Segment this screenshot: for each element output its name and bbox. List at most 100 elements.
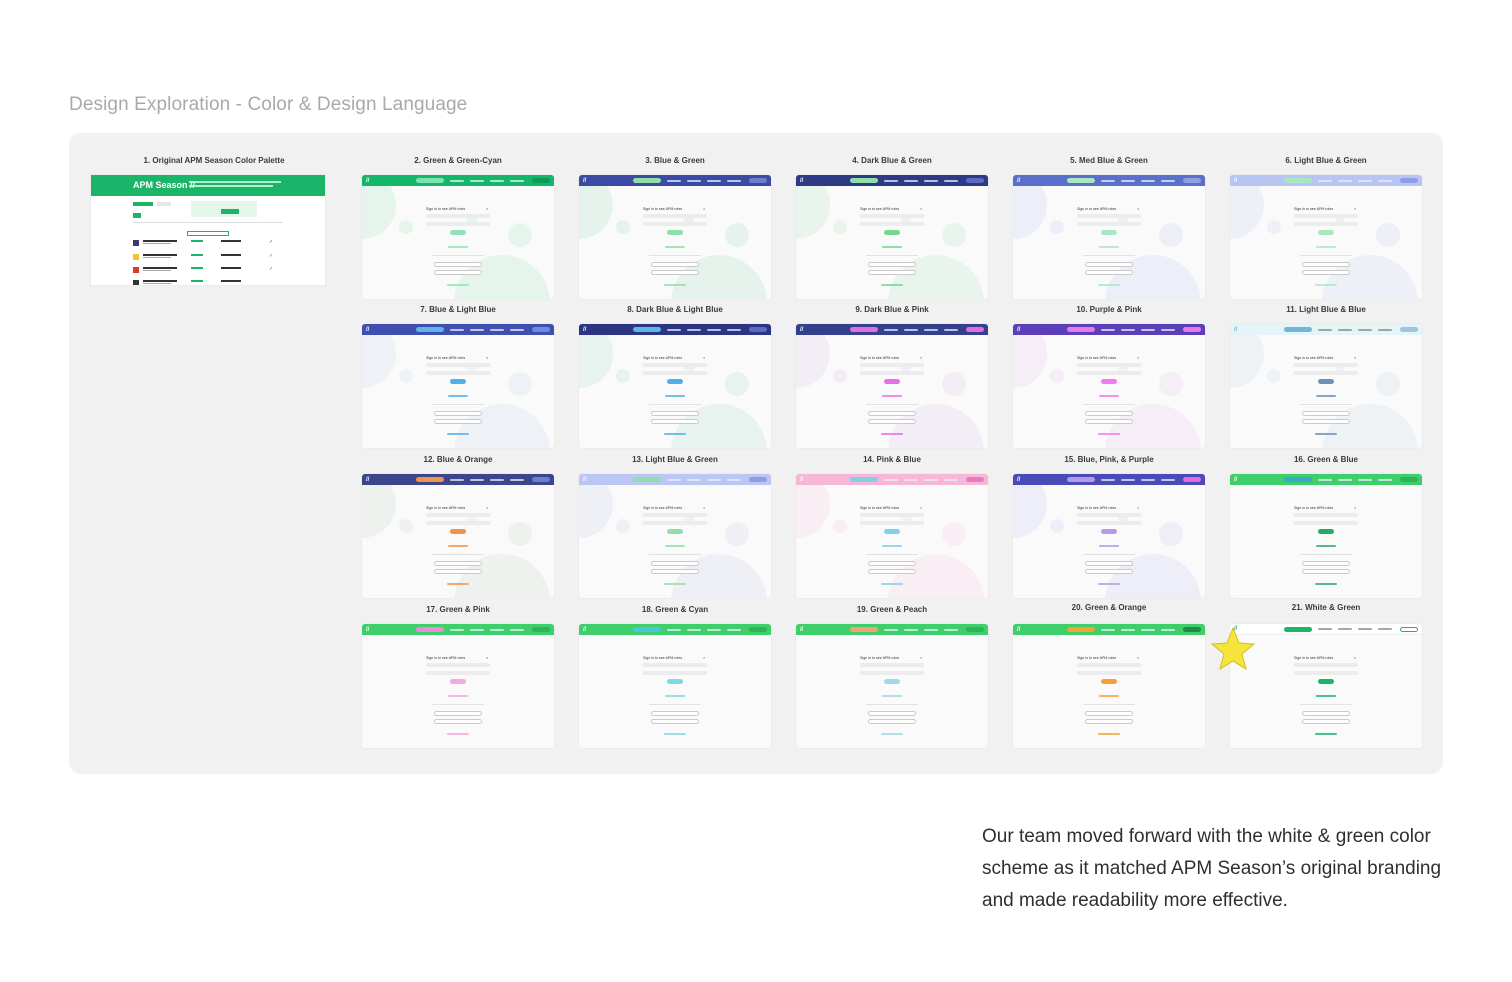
social-sign-in-button[interactable] bbox=[1085, 419, 1133, 424]
social-sign-in-button[interactable] bbox=[651, 419, 699, 424]
social-sign-in-button[interactable] bbox=[868, 411, 916, 416]
nav-link[interactable] bbox=[470, 628, 484, 631]
sign-up-link[interactable] bbox=[1315, 433, 1337, 435]
nav-link[interactable] bbox=[727, 628, 741, 631]
input-field[interactable] bbox=[1077, 671, 1141, 675]
social-sign-in-button[interactable] bbox=[434, 411, 482, 416]
input-field[interactable] bbox=[860, 671, 924, 675]
social-sign-in-button[interactable] bbox=[1302, 419, 1350, 424]
nav-active-pill[interactable] bbox=[633, 477, 661, 482]
sign-in-button[interactable] bbox=[749, 178, 767, 183]
nav-link[interactable] bbox=[687, 328, 701, 331]
nav-active-pill[interactable] bbox=[1284, 477, 1312, 482]
sign-in-button[interactable] bbox=[532, 627, 550, 632]
input-field[interactable] bbox=[1294, 214, 1358, 218]
nav-link[interactable] bbox=[667, 179, 681, 182]
sign-in-button[interactable] bbox=[966, 178, 984, 183]
submit-button[interactable] bbox=[1318, 679, 1334, 684]
sign-up-link[interactable] bbox=[1098, 733, 1120, 735]
sign-up-link[interactable] bbox=[881, 733, 903, 735]
variant-card[interactable]: // Sign in to see APM roles × bbox=[796, 624, 988, 748]
submit-button[interactable] bbox=[667, 379, 683, 384]
forgot-link[interactable] bbox=[1099, 246, 1119, 248]
sign-in-button[interactable] bbox=[1183, 327, 1201, 332]
input-field[interactable] bbox=[643, 521, 707, 525]
close-icon[interactable]: × bbox=[703, 505, 706, 510]
nav-link[interactable] bbox=[450, 478, 464, 481]
input-field[interactable] bbox=[1077, 663, 1141, 667]
sign-up-link[interactable] bbox=[881, 583, 903, 585]
social-sign-in-button[interactable] bbox=[868, 569, 916, 574]
sign-up-link[interactable] bbox=[1098, 284, 1120, 286]
close-icon[interactable]: × bbox=[920, 355, 923, 360]
submit-button[interactable] bbox=[667, 679, 683, 684]
nav-active-pill[interactable] bbox=[850, 327, 878, 332]
forgot-link[interactable] bbox=[882, 695, 902, 697]
social-sign-in-button[interactable] bbox=[1302, 262, 1350, 267]
variant-card[interactable]: // Sign in to see APM roles × bbox=[579, 624, 771, 748]
input-field[interactable] bbox=[1294, 671, 1358, 675]
sign-in-button[interactable] bbox=[1400, 327, 1418, 332]
nav-link[interactable] bbox=[1318, 179, 1332, 182]
input-field[interactable] bbox=[426, 663, 490, 667]
input-field[interactable] bbox=[426, 521, 490, 525]
submit-button[interactable] bbox=[667, 230, 683, 235]
sign-up-link[interactable] bbox=[1315, 284, 1337, 286]
sign-in-button[interactable] bbox=[966, 477, 984, 482]
submit-button[interactable] bbox=[1318, 379, 1334, 384]
nav-link[interactable] bbox=[470, 179, 484, 182]
social-sign-in-button[interactable] bbox=[1085, 719, 1133, 724]
social-sign-in-button[interactable] bbox=[434, 569, 482, 574]
nav-link[interactable] bbox=[707, 628, 721, 631]
forgot-link[interactable] bbox=[882, 545, 902, 547]
nav-link[interactable] bbox=[904, 179, 918, 182]
social-sign-in-button[interactable] bbox=[1085, 561, 1133, 566]
forgot-link[interactable] bbox=[1099, 695, 1119, 697]
variant-card[interactable]: // Sign in to see APM roles × bbox=[362, 324, 554, 448]
nav-link[interactable] bbox=[1101, 179, 1115, 182]
nav-link[interactable] bbox=[727, 179, 741, 182]
nav-link[interactable] bbox=[450, 328, 464, 331]
close-icon[interactable]: × bbox=[1137, 505, 1140, 510]
forgot-link[interactable] bbox=[1316, 395, 1336, 397]
input-field[interactable] bbox=[426, 363, 490, 367]
variant-card[interactable]: // Sign in to see APM roles × bbox=[1230, 175, 1422, 299]
input-field[interactable] bbox=[643, 671, 707, 675]
nav-link[interactable] bbox=[1378, 179, 1392, 182]
input-field[interactable] bbox=[426, 371, 490, 375]
sign-up-link[interactable] bbox=[447, 284, 469, 286]
sign-up-link[interactable] bbox=[447, 433, 469, 435]
social-sign-in-button[interactable] bbox=[651, 719, 699, 724]
input-field[interactable] bbox=[1077, 371, 1141, 375]
input-field[interactable] bbox=[643, 371, 707, 375]
input-field[interactable] bbox=[860, 521, 924, 525]
nav-link[interactable] bbox=[924, 328, 938, 331]
nav-active-pill[interactable] bbox=[1284, 327, 1312, 332]
nav-link[interactable] bbox=[490, 179, 504, 182]
forgot-link[interactable] bbox=[448, 395, 468, 397]
social-sign-in-button[interactable] bbox=[1302, 270, 1350, 275]
social-sign-in-button[interactable] bbox=[1085, 411, 1133, 416]
close-icon[interactable]: × bbox=[1137, 206, 1140, 211]
social-sign-in-button[interactable] bbox=[651, 411, 699, 416]
nav-link[interactable] bbox=[924, 628, 938, 631]
close-icon[interactable]: × bbox=[1354, 355, 1357, 360]
nav-active-pill[interactable] bbox=[850, 178, 878, 183]
nav-link[interactable] bbox=[1378, 628, 1392, 630]
nav-active-pill[interactable] bbox=[416, 327, 444, 332]
sign-up-link[interactable] bbox=[881, 433, 903, 435]
variant-card[interactable]: // Sign in to see APM roles × bbox=[1013, 624, 1205, 748]
nav-link[interactable] bbox=[884, 328, 898, 331]
nav-link[interactable] bbox=[1121, 328, 1135, 331]
nav-link[interactable] bbox=[667, 478, 681, 481]
close-icon[interactable]: × bbox=[1354, 206, 1357, 211]
sign-in-button[interactable] bbox=[749, 477, 767, 482]
nav-link[interactable] bbox=[904, 478, 918, 481]
nav-active-pill[interactable] bbox=[1067, 178, 1095, 183]
nav-link[interactable] bbox=[1378, 478, 1392, 481]
sign-up-link[interactable] bbox=[1315, 583, 1337, 585]
forgot-link[interactable] bbox=[1099, 545, 1119, 547]
submit-button[interactable] bbox=[1101, 679, 1117, 684]
input-field[interactable] bbox=[643, 222, 707, 226]
sign-in-button[interactable] bbox=[1400, 477, 1418, 482]
